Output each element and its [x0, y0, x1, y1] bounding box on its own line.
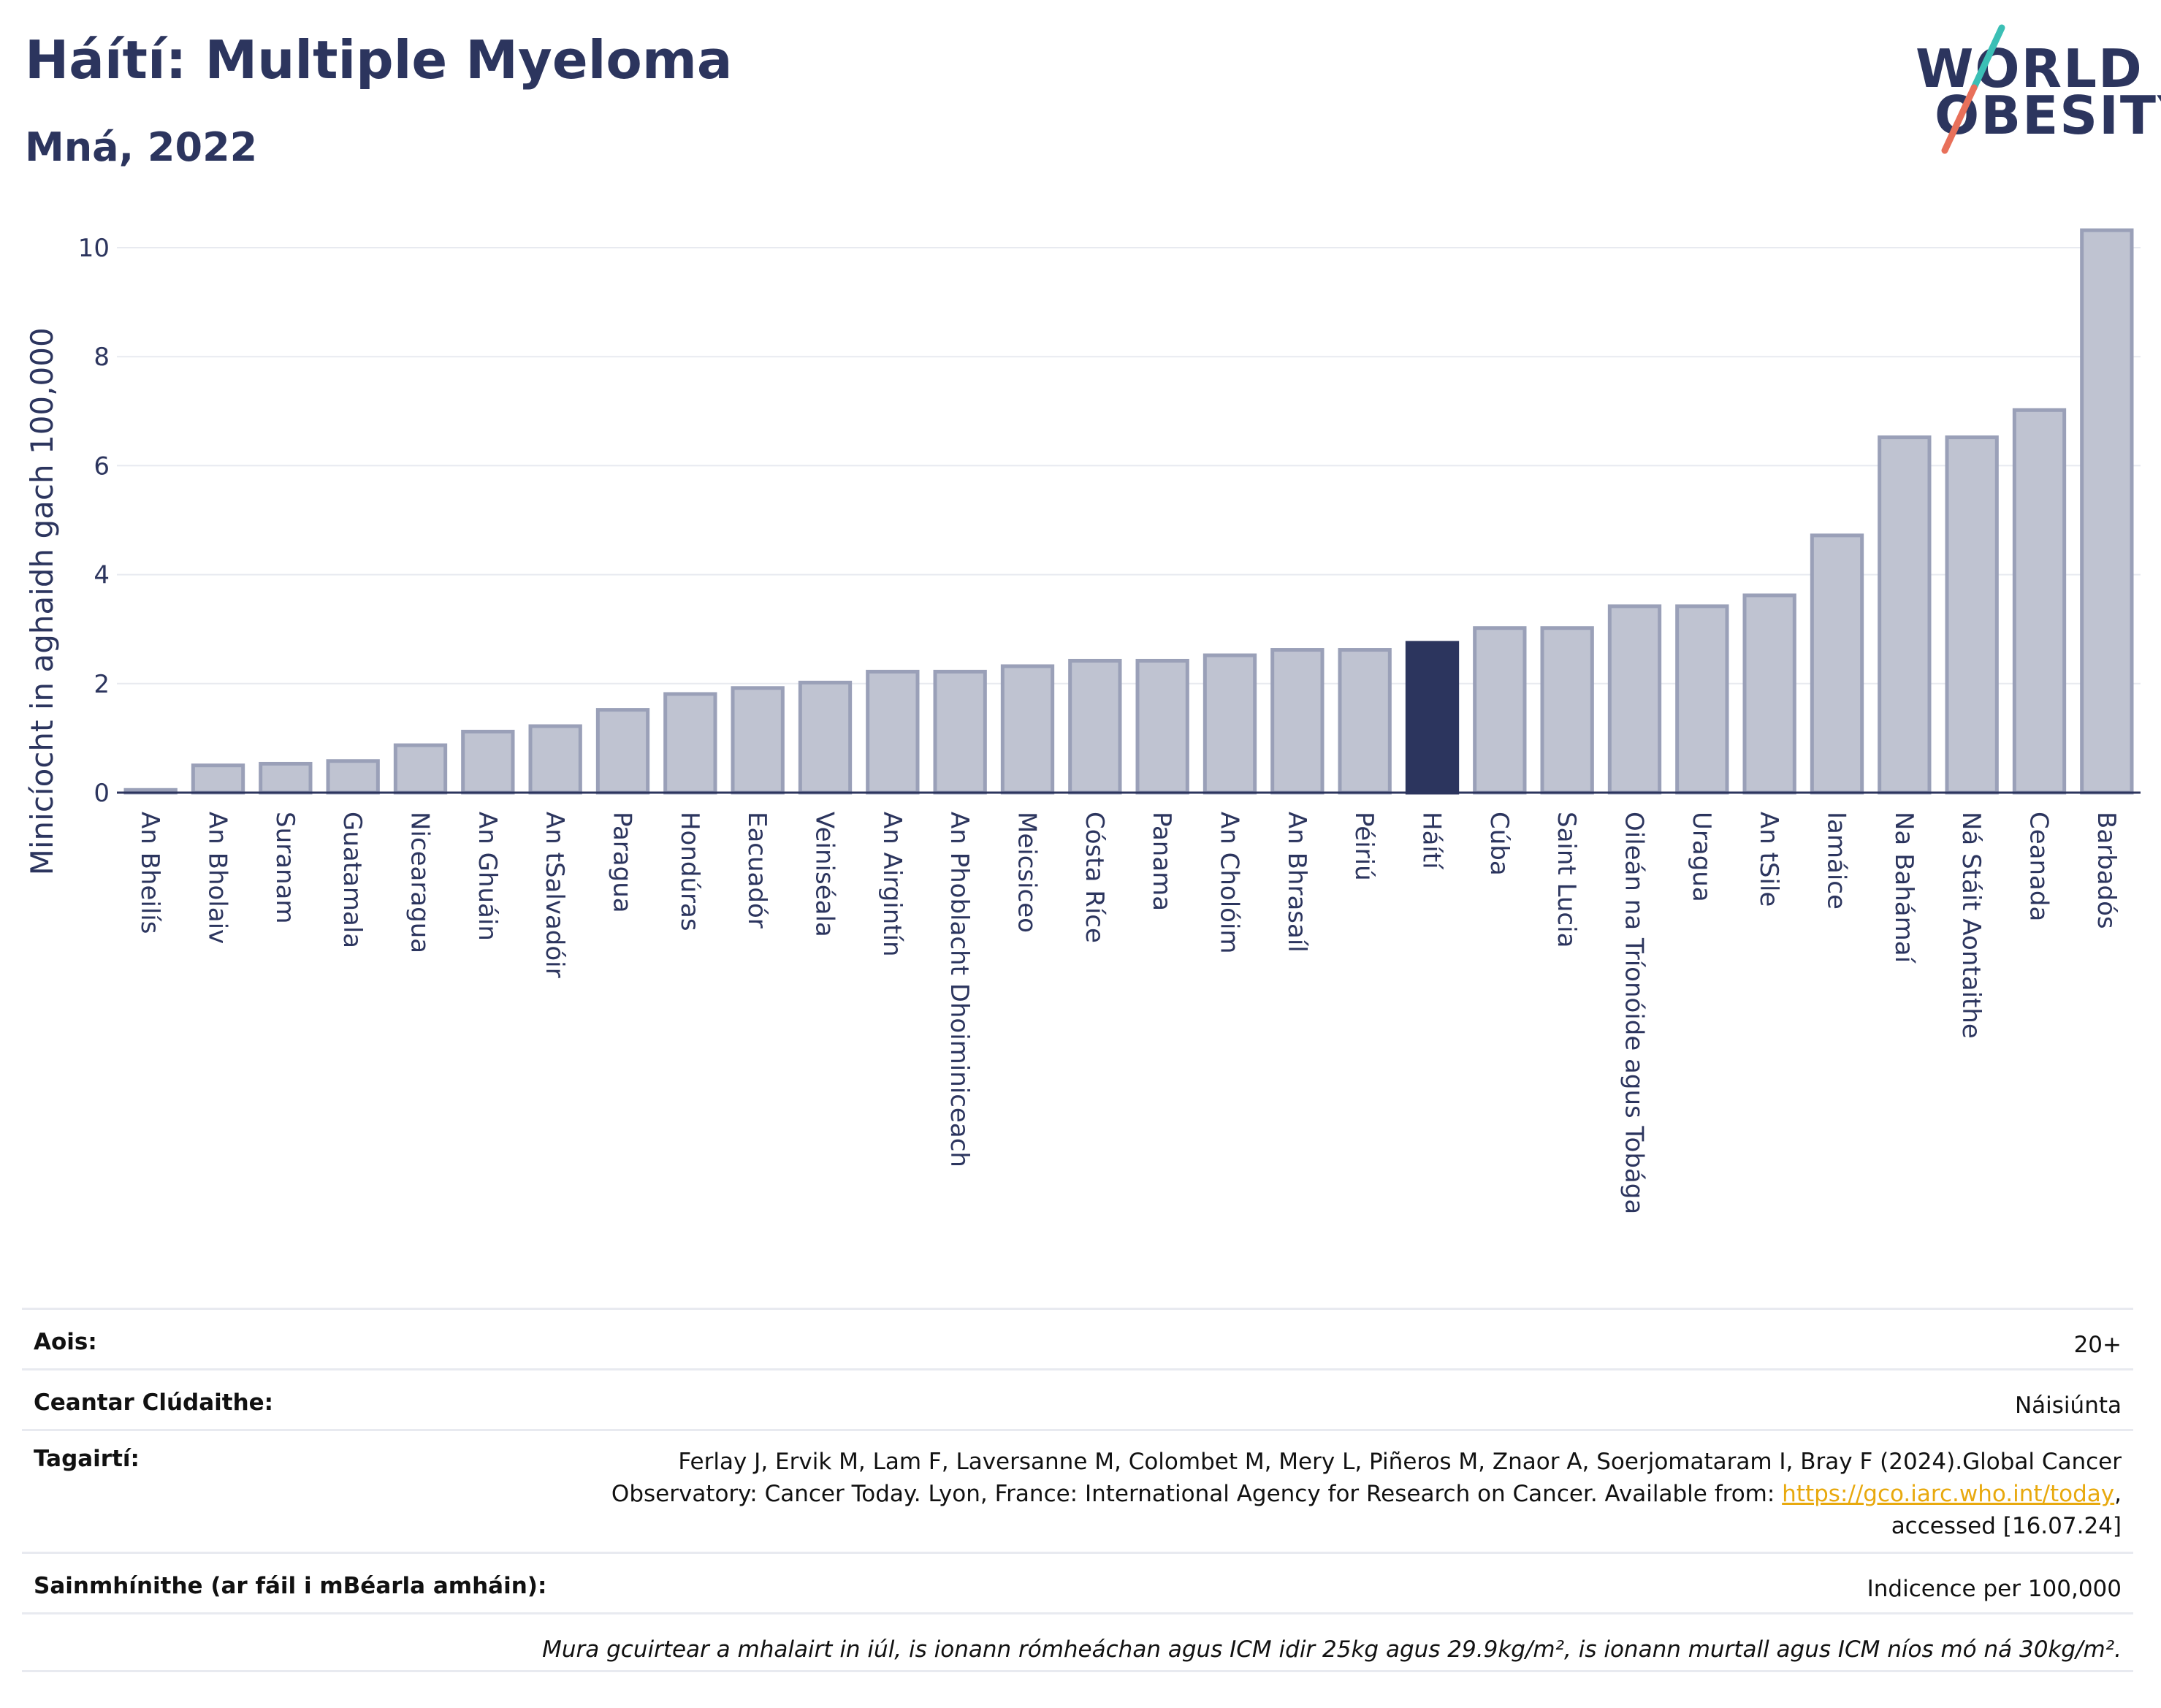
bar	[1203, 653, 1257, 795]
age-value: 20+	[2073, 1332, 2122, 1358]
x-tick-label: Guatamala	[338, 812, 367, 948]
y-tick-label: 6	[94, 451, 110, 481]
x-tick-label: An Bhrasaíl	[1282, 812, 1311, 953]
x-tick-label: Nicearagua	[405, 812, 435, 953]
x-tick-label: Veiniséala	[810, 812, 839, 937]
bar	[1473, 626, 1527, 795]
y-tick-label: 2	[94, 670, 110, 699]
references-label: Tagairtí:	[34, 1446, 140, 1472]
age-label: Aois:	[34, 1329, 97, 1355]
x-tick-label: Na Bahámaí	[1889, 812, 1918, 964]
x-tick-label: Háítí	[1417, 812, 1447, 870]
bar	[1810, 533, 1864, 795]
bar	[798, 680, 853, 795]
coverage-label: Ceantar Clúdaithe:	[34, 1389, 274, 1416]
footnote-text: Mura gcuirtear a mhalairt in iúl, is ion…	[542, 1636, 2122, 1663]
bar	[1945, 435, 1999, 795]
y-tick-label: 0	[94, 779, 110, 808]
x-tick-label: An tSile	[1754, 812, 1783, 907]
x-tick-label: Péiriú	[1349, 812, 1379, 881]
info-row-footnote: Mura gcuirtear a mhalairt in iúl, is ion…	[22, 1612, 2133, 1672]
y-tick-label: 8	[94, 343, 110, 372]
y-tick-label: 10	[78, 234, 110, 263]
bar	[259, 761, 313, 795]
y-axis-label: Minicíocht in aghaidh gach 100,000	[24, 327, 60, 875]
x-tick-label: Ná Stáit Aontaithe	[1956, 812, 1986, 1039]
x-tick-label: Panama	[1147, 812, 1176, 911]
bar	[1000, 664, 1055, 795]
x-tick-label: Suranam	[270, 812, 300, 923]
x-tick-label: Cósta Ríce	[1080, 812, 1109, 943]
bar	[1338, 648, 1392, 795]
grid-lines	[117, 247, 2141, 685]
bar	[866, 669, 920, 795]
bar	[2080, 228, 2134, 795]
x-axis-tick-labels: An Bheilís An Bholaiv Suranam Guatamala Nice…	[135, 812, 2121, 1214]
references-line-1: Ferlay J, Ervik M, Lam F, Laversanne M, …	[678, 1449, 2122, 1475]
x-tick-label: An Cholóim	[1215, 812, 1244, 954]
x-tick-label: Saint Lucia	[1552, 812, 1581, 948]
references-line-3: accessed [16.07.24]	[1891, 1513, 2122, 1539]
bar	[1540, 626, 1594, 795]
references-line-2-end: ,	[2114, 1481, 2122, 1507]
bar	[1405, 641, 1460, 795]
x-tick-label: An Bholaiv	[203, 812, 232, 944]
bar	[393, 743, 448, 795]
x-tick-label: An Ghuáin	[473, 812, 502, 941]
bar	[1270, 648, 1325, 795]
x-tick-label: Paragua	[608, 812, 637, 913]
y-axis-ticks: 0 2 4 6 8 10	[78, 234, 110, 808]
references-line-2: Observatory: Cancer Today. Lyon, France:…	[611, 1481, 1783, 1507]
x-tick-label: Barbadós	[2092, 812, 2121, 929]
x-tick-label: An Bheilís	[135, 812, 164, 934]
x-tick-label: Meicsiceo	[1013, 812, 1042, 933]
bar	[2012, 408, 2067, 795]
y-tick-label: 4	[94, 561, 110, 590]
bar	[191, 763, 245, 795]
bar	[595, 708, 650, 795]
bar	[461, 729, 515, 795]
definitions-label: Sainmhínithe (ar fáil i mBéarla amháin):	[34, 1573, 547, 1599]
bar	[663, 692, 717, 795]
x-tick-label: Oileán na Tríonóide agus Tobága	[1620, 812, 1649, 1214]
bar	[1607, 604, 1662, 795]
info-row-references: Tagairtí: Ferlay J, Ervik M, Lam F, Lave…	[22, 1429, 2133, 1552]
x-tick-label: Eacuadór	[742, 812, 771, 929]
page-subtitle: Mná, 2022	[25, 124, 258, 170]
world-obesity-logo: WORLD OBESITY	[1892, 22, 2161, 161]
x-tick-label: Hondúras	[675, 812, 704, 931]
bar	[1878, 435, 1932, 795]
bar	[1068, 658, 1122, 795]
info-row-definitions: Sainmhínithe (ar fáil i mBéarla amháin):…	[22, 1552, 2133, 1612]
logo-word-world: WORLD	[1916, 38, 2143, 99]
x-tick-label: Ceanada	[2024, 812, 2054, 921]
references-link[interactable]: https://gco.iarc.who.int/today	[1782, 1481, 2115, 1507]
bar	[528, 724, 582, 795]
x-tick-label: Uragua	[1687, 812, 1716, 902]
x-tick-label: An tSalvadóir	[540, 812, 569, 978]
logo-slash-icon	[1941, 24, 2005, 154]
page-title: Háítí: Multiple Myeloma	[25, 29, 733, 91]
bars	[123, 228, 2134, 795]
bar	[1135, 658, 1189, 795]
bar	[731, 686, 785, 795]
definitions-value: Indicence per 100,000	[1867, 1576, 2122, 1602]
bar	[1675, 604, 1729, 795]
bar-chart: 0 2 4 6 8 10 An Bheilís An Bholaiv Suranam Guata…	[24, 228, 2141, 1214]
bar	[1742, 593, 1796, 795]
coverage-value: Náisiúnta	[2014, 1392, 2122, 1419]
x-tick-label: An Phoblacht Dhoiminiceach	[945, 812, 974, 1167]
info-row-age: Aois: 20+	[22, 1308, 2133, 1368]
x-tick-label: An Airgintín	[877, 812, 907, 957]
bar	[933, 669, 987, 795]
info-table: Aois: 20+ Ceantar Clúdaithe: Náisiúnta T…	[22, 1308, 2133, 1672]
info-row-coverage: Ceantar Clúdaithe: Náisiúnta	[22, 1368, 2133, 1429]
x-tick-label: Iamáice	[1822, 812, 1851, 910]
references-value: Ferlay J, Ervik M, Lam F, Laversanne M, …	[611, 1446, 2122, 1542]
bar	[326, 759, 380, 795]
x-tick-label: Cúba	[1485, 812, 1514, 876]
